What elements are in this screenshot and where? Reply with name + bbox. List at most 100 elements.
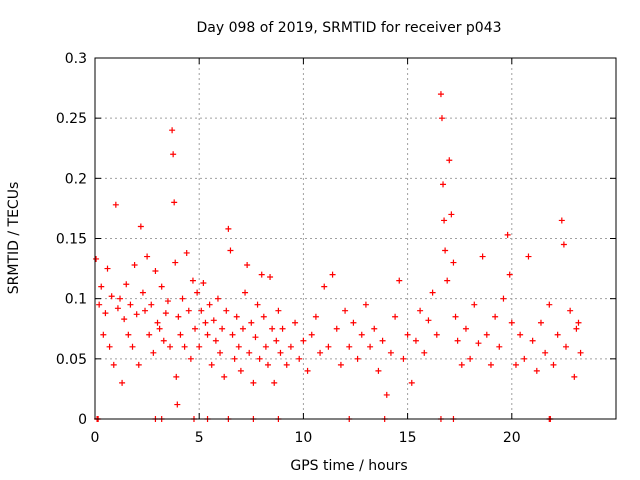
data-point (421, 349, 428, 356)
data-point (308, 331, 315, 338)
data-point (171, 199, 178, 206)
data-point (121, 316, 128, 323)
data-point (517, 331, 524, 338)
data-point (567, 307, 574, 314)
data-point (106, 343, 113, 350)
data-point (210, 317, 217, 324)
data-point (562, 343, 569, 350)
data-point (558, 217, 565, 224)
data-point (446, 157, 453, 164)
data-point (487, 361, 494, 368)
data-point (304, 367, 311, 374)
data-point (400, 355, 407, 362)
data-point (379, 337, 386, 344)
data-point (233, 313, 240, 320)
data-point (221, 373, 228, 380)
data-point (317, 349, 324, 356)
data-point (479, 253, 486, 260)
data-point (127, 301, 134, 308)
data-point (152, 267, 159, 274)
data-point (452, 313, 459, 320)
x-axis-label: GPS time / hours (290, 458, 407, 474)
data-point (408, 379, 415, 386)
data-point (146, 331, 153, 338)
data-point (175, 313, 182, 320)
data-point (162, 310, 169, 317)
data-point (429, 289, 436, 296)
data-point (173, 373, 180, 380)
data-point (577, 349, 584, 356)
data-point (448, 211, 455, 218)
data-point (252, 334, 259, 341)
data-point (250, 379, 257, 386)
data-point (283, 361, 290, 368)
data-point (208, 361, 215, 368)
data-point (358, 331, 365, 338)
data-point (346, 343, 353, 350)
y-tick-label: 0.3 (65, 51, 87, 67)
data-point (425, 317, 432, 324)
data-point (392, 313, 399, 320)
data-point (367, 343, 374, 350)
data-point (177, 331, 184, 338)
data-point (279, 325, 286, 332)
data-point (496, 343, 503, 350)
data-point (260, 313, 267, 320)
data-point (542, 349, 549, 356)
data-point (387, 349, 394, 356)
axis-ticks: 0 0.05 0.1 0.15 0.2 0.25 0.3 0 5 10 15 20 (56, 51, 616, 446)
data-point (258, 271, 265, 278)
data-point (231, 355, 238, 362)
x-tick-label: 0 (91, 430, 100, 446)
data-point (104, 265, 111, 272)
data-point (156, 325, 163, 332)
data-point (437, 91, 444, 98)
x-tick-label: 10 (294, 430, 312, 446)
data-point (142, 307, 149, 314)
data-point (508, 319, 515, 326)
data-point (329, 271, 336, 278)
data-point (333, 325, 340, 332)
data-point (187, 355, 194, 362)
data-point (442, 247, 449, 254)
data-point (194, 289, 201, 296)
data-point (196, 343, 203, 350)
data-point (198, 307, 205, 314)
data-point (533, 367, 540, 374)
data-point (444, 277, 451, 284)
data-point (96, 301, 103, 308)
data-point (404, 331, 411, 338)
data-point (172, 259, 179, 266)
data-point (321, 283, 328, 290)
y-tick-label: 0.2 (65, 171, 87, 187)
data-point (462, 325, 469, 332)
data-point (204, 331, 211, 338)
data-point (108, 293, 115, 300)
data-point (412, 337, 419, 344)
data-point (164, 298, 171, 305)
data-point (123, 281, 130, 288)
data-point (475, 340, 482, 347)
data-point (273, 337, 280, 344)
data-point (129, 343, 136, 350)
data-point (125, 331, 132, 338)
y-tick-label: 0.25 (56, 111, 87, 127)
data-point (471, 301, 478, 308)
data-point (573, 325, 580, 332)
data-point (137, 223, 144, 230)
data-point (371, 325, 378, 332)
data-point (325, 343, 332, 350)
data-point (181, 343, 188, 350)
data-point (296, 355, 303, 362)
data-point (102, 310, 109, 317)
data-point (375, 367, 382, 374)
data-point (256, 355, 263, 362)
data-point (575, 319, 582, 326)
data-point (521, 355, 528, 362)
y-axis-label: SRMTID / TECUs (6, 182, 22, 295)
data-point (185, 307, 192, 314)
data-point (131, 261, 138, 268)
data-point (354, 355, 361, 362)
